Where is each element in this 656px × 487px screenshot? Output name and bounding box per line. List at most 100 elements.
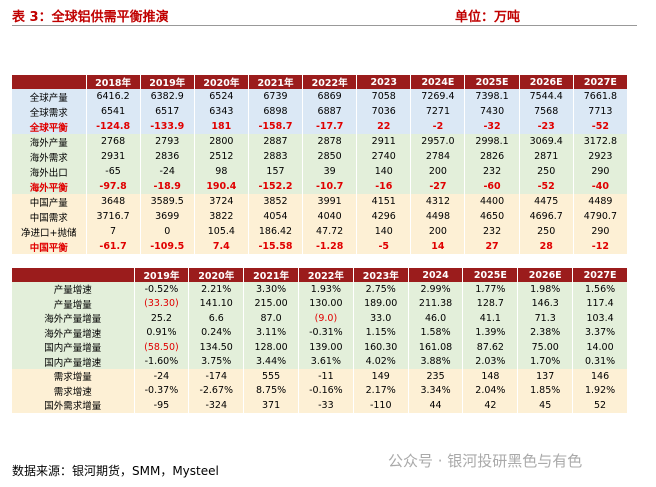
cell: 181 [194,119,249,134]
column-header: 2021年 [243,268,299,282]
cell: 45 [517,398,574,413]
cell: 161.08 [408,340,464,355]
cell: -158.7 [248,119,304,134]
cell: -16 [356,179,412,194]
cell: -324 [188,398,245,413]
cell: 200 [410,224,466,239]
cell: 7568 [519,104,574,119]
cell: 3.44% [243,354,299,369]
cell: 46.0 [408,311,464,326]
cell: -0.16% [298,383,354,398]
cell: -124.8 [86,119,141,134]
cell: 6.6 [188,311,245,326]
cell: 1.70% [517,354,574,369]
cell: 7.4 [194,239,249,254]
cell: 4.02% [353,354,409,369]
cell: 3724 [194,194,249,209]
cell: (9.0) [298,311,354,326]
cell: 189.00 [353,296,409,311]
cell: -65 [86,164,141,179]
column-header: 2025E [464,75,520,89]
cell: -1.28 [302,239,358,254]
cell: 3.37% [572,325,628,340]
cell: 2512 [194,149,249,164]
corner-cell [12,268,135,282]
row-label: 海外产量增速 [12,325,135,340]
cell: 6524 [194,89,249,104]
cell: 130.00 [298,296,354,311]
cell: 2850 [302,149,358,164]
cell: 7271 [410,104,466,119]
cell: 211.38 [408,296,464,311]
cell: -12 [573,239,629,254]
cell: 7058 [356,89,412,104]
cell: 4296 [356,209,412,224]
cell: -152.2 [248,179,304,194]
cell: 7713 [573,104,629,119]
cell: 146 [572,369,628,384]
cell: 14.00 [572,340,628,355]
cell: 47.72 [302,224,358,239]
column-header: 2027E [573,75,629,89]
cell: 7430 [464,104,520,119]
cell: 3822 [194,209,249,224]
row: 海外产量 2768 2793 2800 2887 2878 2911 2957.0 2998.1… [12,134,629,149]
column-header: 2020年 [188,268,245,282]
cell: 3.30% [243,282,299,297]
cell: 6898 [248,104,304,119]
cell: 134.50 [188,340,245,355]
cell: 128.7 [462,296,519,311]
row: 中国平衡 -61.7 -109.5 7.4 -15.58 -1.28 -5 14 27 28 -12 [12,239,629,254]
column-header: 2020年 [194,75,249,89]
row: 产量增量 (33.30) 141.10 215.00 130.00 189.00 211.3… [12,296,628,311]
row: 需求增量 -24 -174 555 -11 149 235 148 137 146 [12,369,628,384]
cell: 7544.4 [519,89,574,104]
cell: 371 [243,398,299,413]
cell: 2740 [356,149,412,164]
cell: 149 [353,369,409,384]
cell: -11 [298,369,354,384]
cell: 186.42 [248,224,304,239]
cell: -0.37% [134,383,190,398]
cell: 3069.4 [519,134,574,149]
cell: 4151 [356,194,412,209]
row: 国内产量增量 (58.50) 134.50 128.00 139.00 160.30 161… [12,340,628,355]
cell: 3852 [248,194,304,209]
cell: 4312 [410,194,466,209]
rule [12,25,637,26]
row: 海外产量增速 0.91% 0.24% 3.11% -0.31% 1.15% 1.58% 1.3… [12,325,628,340]
cell: 52 [572,398,628,413]
row: 产量增速 -0.52% 2.21% 3.30% 1.93% 2.75% 2.99% 1.77%… [12,282,628,297]
row-label: 全球产量 [12,89,87,104]
row: 需求增速 -0.37% -2.67% 8.75% -0.16% 2.17% 3.34% 2.0… [12,383,628,398]
cell: 1.58% [408,325,464,340]
column-header: 2024 [408,268,464,282]
cell: 7398.1 [464,89,520,104]
cell: 7269.4 [410,89,466,104]
cell: 4489 [573,194,629,209]
cell: 128.00 [243,340,299,355]
column-header: 2026E [519,75,574,89]
column-header: 2022年 [298,268,354,282]
cell: 1.39% [462,325,519,340]
cell: 8.75% [243,383,299,398]
cell: 4650 [464,209,520,224]
cell: 3.88% [408,354,464,369]
row: 全球平衡 -124.8 -133.9 181 -158.7 -17.7 22 -2 -32 -23… [12,119,629,134]
column-header: 2021年 [248,75,304,89]
cell: -40 [573,179,629,194]
cell: -24 [134,369,190,384]
cell: -52 [573,119,629,134]
cell: 42 [462,398,519,413]
column-header: 2019年 [140,75,195,89]
cell: 200 [410,164,466,179]
row-label: 国内产量增量 [12,340,135,355]
cell: 1.77% [462,282,519,297]
cell: 4040 [302,209,358,224]
row-label: 海外平衡 [12,179,87,194]
cell: 105.4 [194,224,249,239]
cell: 2923 [573,149,629,164]
row-label: 产量增量 [12,296,135,311]
cell: -95 [134,398,190,413]
